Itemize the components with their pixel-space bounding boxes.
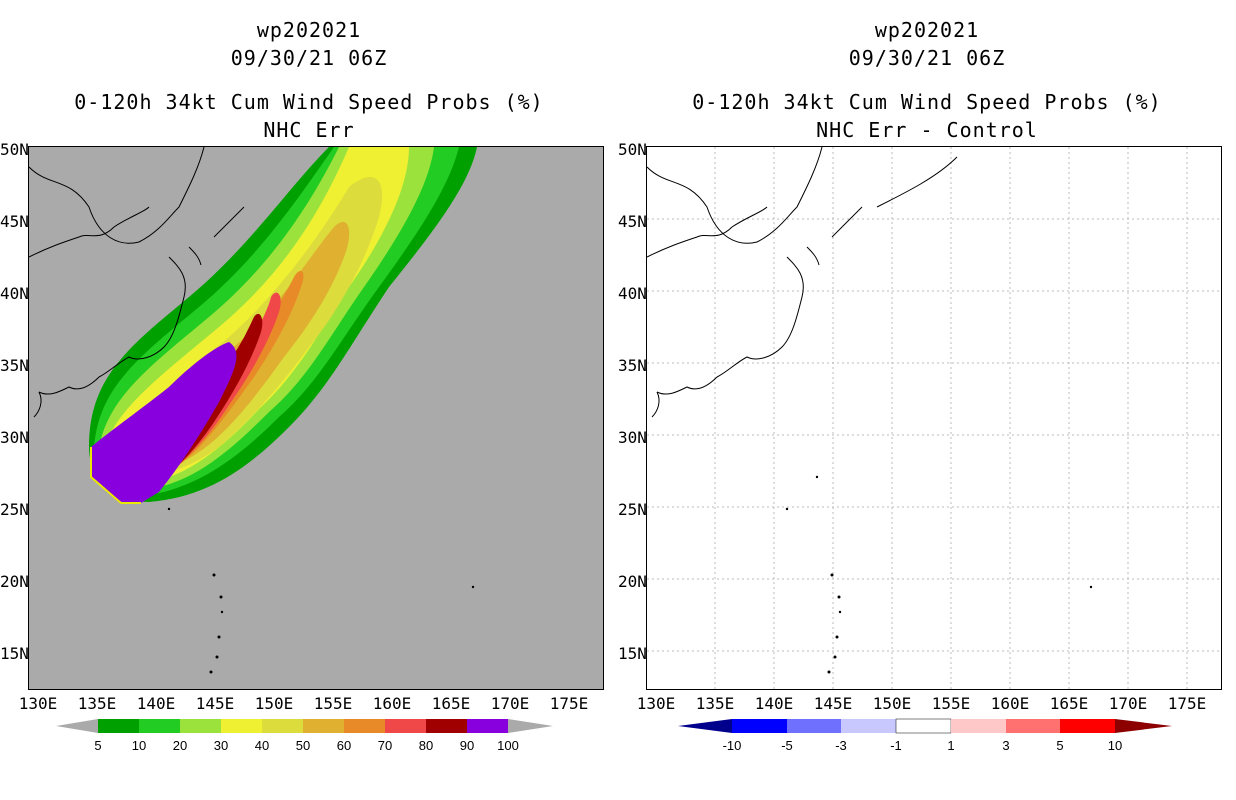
difference-map — [646, 146, 1222, 690]
lon-label: 155E — [313, 694, 353, 713]
colorbar-label: -3 — [835, 738, 847, 753]
colorbar-label: 10 — [131, 738, 147, 753]
lat-label: 50N — [618, 140, 647, 159]
product-subtitle: NHC Err - Control — [816, 118, 1038, 142]
difference-colorbar — [678, 718, 1172, 734]
colorbar-label: 5 — [94, 738, 102, 753]
probability-colorbar — [56, 719, 553, 733]
colorbar-label: 20 — [172, 738, 188, 753]
lat-label: 20N — [0, 572, 29, 591]
product-title: 0-120h 34kt Cum Wind Speed Probs (%) — [692, 90, 1162, 114]
colorbar-label: 10 — [1107, 738, 1123, 753]
lon-label: 130E — [18, 694, 58, 713]
colorbar-label: 5 — [1056, 738, 1064, 753]
lat-label: 25N — [0, 500, 29, 519]
colorbar-high-arrow — [1115, 719, 1172, 733]
lon-label: 135E — [77, 694, 117, 713]
swath-90 — [91, 342, 237, 503]
colorbar-label: 90 — [459, 738, 475, 753]
lat-label: 45N — [0, 212, 29, 231]
colorbar-label: -10 — [722, 738, 742, 753]
lon-label: 165E — [431, 694, 471, 713]
storm-id: wp202021 — [874, 18, 980, 42]
colorbar-label: 50 — [295, 738, 311, 753]
lat-label: 40N — [0, 284, 29, 303]
probability-map — [28, 146, 604, 690]
lon-label: 140E — [136, 694, 176, 713]
lon-label: 155E — [931, 694, 971, 713]
colorbar-label: 3 — [1002, 738, 1010, 753]
datetime: 09/30/21 06Z — [230, 46, 388, 70]
gridlines — [647, 147, 1221, 689]
coastline — [647, 147, 958, 418]
lon-label: 145E — [813, 694, 853, 713]
lat-label: 15N — [618, 644, 647, 663]
product-title: 0-120h 34kt Cum Wind Speed Probs (%) — [74, 90, 544, 114]
lon-label: 175E — [1167, 694, 1207, 713]
datetime: 09/30/21 06Z — [848, 46, 1006, 70]
colorbar-label: 40 — [254, 738, 270, 753]
right-panel: wp202021 09/30/21 06Z 0-120h 34kt Cum Wi… — [618, 0, 1236, 800]
storm-id: wp202021 — [256, 18, 362, 42]
colorbar-high-arrow — [508, 719, 553, 733]
product-subtitle: NHC Err — [263, 118, 355, 142]
lat-label: 45N — [618, 212, 647, 231]
lat-label: 25N — [618, 500, 647, 519]
lon-label: 160E — [372, 694, 412, 713]
lon-label: 130E — [636, 694, 676, 713]
coastline — [29, 147, 245, 418]
colorbar-label: 80 — [418, 738, 434, 753]
lat-label: 20N — [618, 572, 647, 591]
swath-outline — [90, 447, 141, 504]
lon-label: 150E — [254, 694, 294, 713]
lat-label: 35N — [618, 356, 647, 375]
lon-label: 140E — [754, 694, 794, 713]
lon-label: 150E — [872, 694, 912, 713]
colorbar-low-arrow — [56, 719, 98, 733]
lat-label: 15N — [0, 644, 29, 663]
lon-label: 175E — [549, 694, 589, 713]
colorbar-label: 1 — [947, 738, 955, 753]
islands — [167, 507, 475, 674]
colorbar-label: 60 — [336, 738, 352, 753]
difference-map-svg — [647, 147, 1221, 689]
islands — [785, 475, 1093, 674]
lat-label: 30N — [0, 428, 29, 447]
colorbar-label: -5 — [781, 738, 793, 753]
colorbar-label: -1 — [890, 738, 902, 753]
lon-label: 170E — [1108, 694, 1148, 713]
colorbar-label: 100 — [497, 738, 519, 753]
lon-label: 145E — [195, 694, 235, 713]
colorbar-label: 70 — [377, 738, 393, 753]
colorbar-labels: 5 10 20 30 40 50 60 70 80 90 100 — [0, 738, 618, 754]
probability-map-svg — [29, 147, 477, 674]
lat-label: 35N — [0, 356, 29, 375]
lat-label: 30N — [618, 428, 647, 447]
lat-label: 50N — [0, 140, 29, 159]
colorbar-low-arrow — [678, 719, 732, 733]
colorbar-label: 30 — [213, 738, 229, 753]
colorbar-labels: -10 -5 -3 -1 1 3 5 10 — [618, 738, 1236, 754]
lon-label: 165E — [1049, 694, 1089, 713]
lon-label: 135E — [695, 694, 735, 713]
left-panel: wp202021 09/30/21 06Z 0-120h 34kt Cum Wi… — [0, 18, 618, 754]
lon-label: 160E — [990, 694, 1030, 713]
lon-label: 170E — [490, 694, 530, 713]
lat-label: 40N — [618, 284, 647, 303]
